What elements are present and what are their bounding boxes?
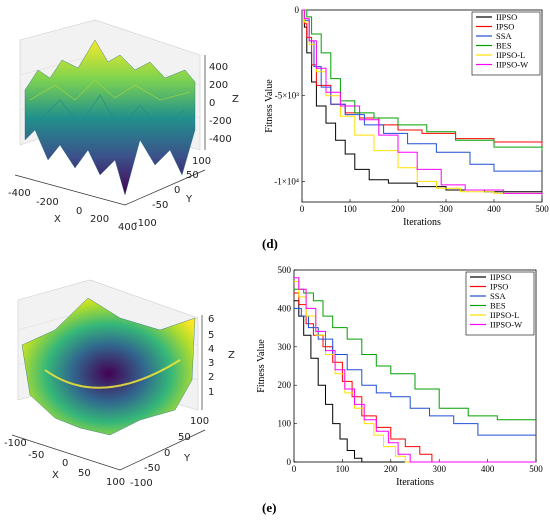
surface-d-x-label: X — [54, 214, 61, 225]
convergence-chart-e: 0 100 200 300 400 500 0 100 200 300 400 500 Iteratio… — [256, 265, 543, 488]
surface-e-x-tick: -100 — [4, 438, 27, 449]
surface-d-mesh — [24, 39, 196, 196]
surface-d-x-tick: -200 — [36, 197, 59, 208]
legend-entry: BES — [496, 41, 512, 51]
series-line-iipso-w — [294, 277, 536, 463]
surface-e-z-tick: 6 — [208, 314, 214, 325]
x-tick-label: 0 — [300, 204, 305, 214]
surface-d-ridge — [39, 94, 186, 131]
series-line-iipso — [294, 300, 536, 463]
series-line-bes — [302, 9, 543, 151]
legend-entry: IIPSO-L — [490, 310, 519, 320]
x-axis-label: Iterations — [396, 477, 434, 488]
surface-d-y-tick: 100 — [192, 156, 211, 167]
x-tick-label: 200 — [384, 464, 398, 474]
surface-e-ridge — [44, 359, 181, 389]
y-tick-label: -5×10³ — [275, 91, 300, 101]
surface-d-x-tick: 400 — [118, 222, 137, 233]
surface-e-z-tick: 3 — [208, 358, 214, 369]
surface-d-base-axes — [14, 169, 206, 206]
surface-e-x-tick: 0 — [62, 458, 68, 469]
surface-d-y-tick: -100 — [134, 218, 157, 229]
x-tick-label: 200 — [391, 204, 405, 214]
surface-e-y-tick: 50 — [178, 432, 191, 443]
series-line-iipso-l — [302, 9, 542, 194]
surface-e-y-tick: -50 — [144, 463, 160, 474]
series-line-iipso-w — [302, 9, 543, 196]
x-tick-label: 100 — [336, 464, 350, 474]
legend-entry: IIPSO-L — [496, 50, 525, 60]
surface-e-z-tick: 5 — [208, 330, 214, 341]
y-tick-label: 0 — [295, 5, 300, 15]
surface-e-x-tick: 100 — [106, 477, 125, 488]
surface-e-base-axes — [11, 429, 206, 471]
y-tick-label: 200 — [278, 380, 292, 390]
panel-label-d: (d) — [262, 236, 278, 251]
x-tick-label: 500 — [535, 204, 549, 214]
legend-entry: BES — [490, 301, 506, 311]
x-tick-label: 100 — [343, 204, 357, 214]
surface-e-y-tick: 100 — [190, 416, 209, 427]
surface-plot-e: 6 5 4 3 2 1 Z -100 -50 0 50 100 X 100 50… — [4, 279, 235, 489]
y-tick-label: 400 — [278, 303, 292, 313]
x-tick-label: 400 — [481, 464, 495, 474]
surface-d-z-tick: 0 — [209, 98, 215, 109]
surface-plot-d: 400 200 0 -200 -400 Z -400 -200 0 200 40… — [8, 19, 239, 233]
surface-d-x-tick: 0 — [76, 206, 82, 217]
surface-e-y-label: Y — [183, 453, 191, 464]
panel-label-e: (e) — [262, 500, 276, 515]
series-line-bes — [294, 288, 536, 421]
legend-entry: IPSO — [496, 22, 514, 32]
surface-d-x-tick: -400 — [8, 188, 31, 199]
surface-d-z-tick: 200 — [209, 80, 228, 91]
legend-entry: IIPSO-W — [496, 60, 528, 70]
x-axis-label: Iterations — [403, 217, 441, 228]
x-tick-label: 0 — [292, 464, 297, 474]
y-tick-label: 0 — [287, 457, 292, 467]
surface-e-y-tick: -100 — [130, 478, 153, 489]
y-tick-label: 500 — [278, 265, 292, 275]
legend-entry: IIPSO — [490, 272, 511, 282]
surface-d-z-label: Z — [232, 94, 239, 105]
legend-entry: IIPSO — [496, 12, 517, 22]
surface-e-z-tick: 2 — [208, 372, 214, 383]
surface-e-x-tick: -50 — [28, 450, 44, 461]
convergence-chart-d: 0 100 200 300 400 500 0 -5×10³ -1×10⁴ Iterations F… — [264, 5, 549, 228]
surface-d-z-tick: 400 — [209, 62, 228, 73]
surface-e-mesh — [21, 297, 196, 436]
x-tick-label: 400 — [487, 204, 501, 214]
surface-e-z-tick: 4 — [208, 344, 214, 355]
y-tick-label: 100 — [278, 419, 292, 429]
surface-d-y-tick: 0 — [174, 185, 180, 196]
series-line-ssa — [294, 307, 536, 436]
y-tick-label: -1×10⁴ — [274, 176, 299, 186]
y-tick-label: 300 — [278, 342, 292, 352]
x-tick-label: 300 — [439, 204, 453, 214]
x-tick-label: 500 — [529, 464, 543, 474]
surface-e-y-tick: 0 — [164, 448, 170, 459]
surface-e-z-label: Z — [228, 350, 235, 361]
surface-e-z-tick: 1 — [208, 387, 214, 398]
legend-entry: SSA — [490, 291, 506, 301]
surface-e-x-label: X — [52, 470, 59, 481]
legend-entry: SSA — [496, 31, 512, 41]
legend-entry: IPSO — [490, 282, 508, 292]
surface-d-z-tick: -400 — [209, 134, 232, 145]
y-axis-label: Fitness Value — [264, 79, 275, 133]
surface-e-x-tick: 50 — [78, 468, 91, 479]
surface-d-ridge — [29, 79, 191, 101]
surface-d-x-tick: 200 — [90, 214, 109, 225]
surface-d-y-tick: 50 — [186, 170, 199, 181]
surface-d-y-tick: -50 — [152, 200, 168, 211]
surface-d-z-tick: -200 — [209, 116, 232, 127]
surface-d-y-label: Y — [185, 194, 193, 205]
y-axis-label: Fitness Value — [256, 339, 267, 393]
series-line-iipso — [302, 9, 542, 193]
x-tick-label: 300 — [432, 464, 446, 474]
series-line-iipso-l — [294, 281, 536, 463]
legend-entry: IIPSO-W — [490, 320, 522, 330]
